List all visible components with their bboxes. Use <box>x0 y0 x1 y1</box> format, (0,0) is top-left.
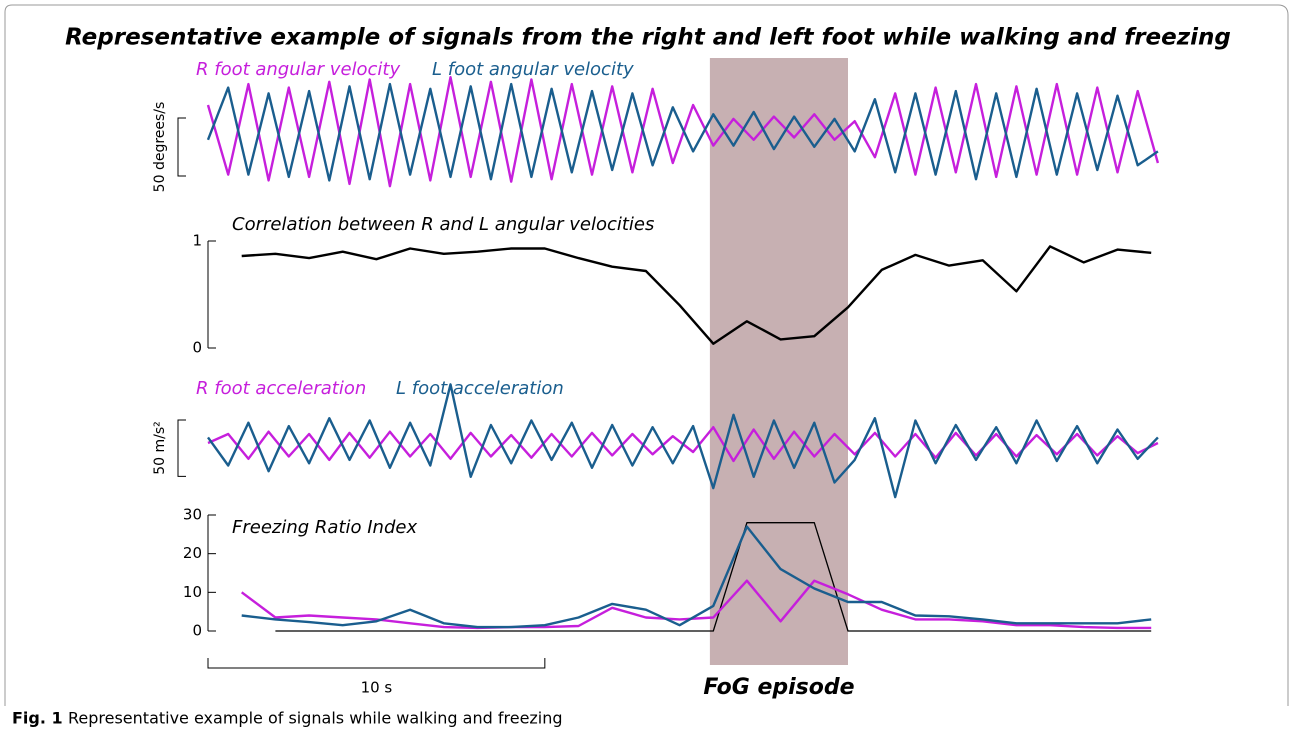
caption-text: Representative example of signals while … <box>68 709 563 728</box>
series-line <box>240 579 1152 630</box>
fog-indicator <box>275 522 1152 632</box>
legend-entry: R foot angular velocity <box>196 59 400 80</box>
y-tick-label: 1 <box>192 232 202 250</box>
legend-entry: R foot acceleration <box>196 378 366 399</box>
y-tick-label: 0 <box>192 622 202 640</box>
series-line <box>207 383 1159 499</box>
y-tick-label: 20 <box>183 544 202 562</box>
fog-shade <box>709 58 848 665</box>
series-line <box>206 82 1159 182</box>
legend-entry: L foot acceleration <box>396 378 564 399</box>
scale-bar-label: 50 degrees/s <box>152 102 168 193</box>
panel-title: Freezing Ratio Index <box>232 517 417 538</box>
time-scale-label: 10 s <box>361 679 393 697</box>
caption-label: Fig. 1 <box>12 709 63 728</box>
y-tick-label: 10 <box>183 583 202 601</box>
panel-title: Correlation between R and L angular velo… <box>232 214 654 235</box>
series-line <box>206 76 1160 188</box>
frame <box>4 4 1289 706</box>
series-line <box>241 525 1152 629</box>
scale-bar-label: 50 m/s² <box>152 421 168 475</box>
time-scale-bar <box>207 658 546 669</box>
scale-bar <box>177 117 186 177</box>
y-tick-label: 30 <box>183 506 202 524</box>
figure-title: Representative example of signals from t… <box>65 25 1231 51</box>
fog-label: FoG episode <box>703 675 854 700</box>
scale-bar <box>177 419 186 477</box>
y-tick-label: 0 <box>192 339 202 357</box>
series-line <box>241 245 1152 345</box>
shade-layer <box>709 58 848 665</box>
legend-entry: L foot angular velocity <box>432 59 634 80</box>
